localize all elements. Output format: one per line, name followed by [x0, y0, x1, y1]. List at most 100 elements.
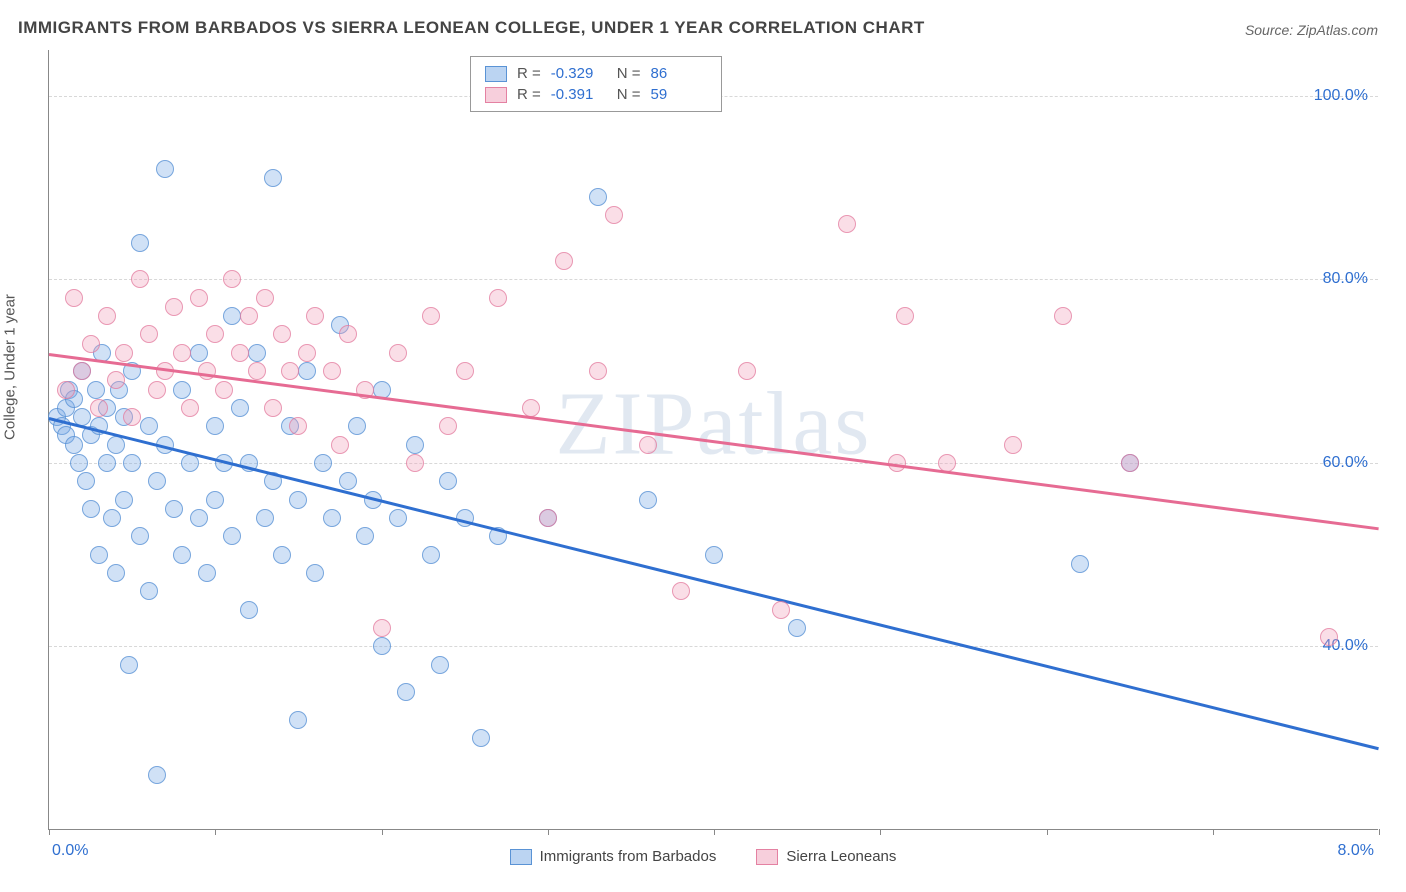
data-point — [90, 399, 108, 417]
data-point — [231, 399, 249, 417]
data-point — [389, 509, 407, 527]
data-point — [406, 454, 424, 472]
watermark: ZIPatlas — [556, 372, 872, 475]
x-tick — [548, 829, 549, 835]
data-point — [281, 362, 299, 380]
x-tick — [1379, 829, 1380, 835]
data-point — [240, 307, 258, 325]
data-point — [98, 307, 116, 325]
data-point — [639, 491, 657, 509]
data-point — [82, 335, 100, 353]
gridline — [49, 646, 1378, 647]
data-point — [788, 619, 806, 637]
data-point — [289, 417, 307, 435]
data-point — [73, 362, 91, 380]
data-point — [123, 408, 141, 426]
data-point — [190, 289, 208, 307]
data-point — [256, 289, 274, 307]
data-point — [273, 325, 291, 343]
data-point — [397, 683, 415, 701]
data-point — [289, 491, 307, 509]
data-point — [298, 344, 316, 362]
x-tick — [1213, 829, 1214, 835]
data-point — [223, 527, 241, 545]
data-point — [273, 546, 291, 564]
data-point — [120, 656, 138, 674]
data-point — [107, 436, 125, 454]
data-point — [115, 344, 133, 362]
legend-row: R =-0.391N =59 — [485, 84, 707, 105]
data-point — [406, 436, 424, 454]
data-point — [190, 509, 208, 527]
data-point — [472, 729, 490, 747]
data-point — [148, 381, 166, 399]
data-point — [190, 344, 208, 362]
x-tick — [382, 829, 383, 835]
data-point — [107, 371, 125, 389]
n-value: 59 — [651, 86, 707, 103]
data-point — [605, 206, 623, 224]
data-point — [1121, 454, 1139, 472]
data-point — [248, 344, 266, 362]
data-point — [206, 325, 224, 343]
data-point — [215, 381, 233, 399]
data-point — [323, 362, 341, 380]
data-point — [422, 546, 440, 564]
data-point — [98, 454, 116, 472]
data-point — [181, 454, 199, 472]
x-max-label: 8.0% — [1338, 842, 1374, 860]
plot-area: ZIPatlas 40.0%60.0%80.0%100.0% — [48, 50, 1378, 830]
data-point — [57, 381, 75, 399]
data-point — [314, 454, 332, 472]
data-point — [1004, 436, 1022, 454]
data-point — [77, 472, 95, 490]
data-point — [439, 472, 457, 490]
y-tick-label: 60.0% — [1323, 454, 1368, 472]
x-tick — [714, 829, 715, 835]
n-label: N = — [617, 86, 641, 103]
data-point — [107, 564, 125, 582]
data-point — [1320, 628, 1338, 646]
data-point — [431, 656, 449, 674]
trend-line — [49, 417, 1380, 750]
data-point — [639, 436, 657, 454]
data-point — [306, 307, 324, 325]
data-point — [173, 381, 191, 399]
data-point — [1054, 307, 1072, 325]
data-point — [298, 362, 316, 380]
data-point — [389, 344, 407, 362]
data-point — [140, 325, 158, 343]
data-point — [422, 307, 440, 325]
data-point — [264, 399, 282, 417]
data-point — [131, 270, 149, 288]
data-point — [439, 417, 457, 435]
x-tick — [1047, 829, 1048, 835]
x-axis-labels: 0.0% 8.0% — [48, 842, 1378, 872]
r-value: -0.391 — [551, 86, 607, 103]
chart-title: IMMIGRANTS FROM BARBADOS VS SIERRA LEONE… — [18, 18, 925, 38]
data-point — [373, 637, 391, 655]
data-point — [705, 546, 723, 564]
data-point — [181, 399, 199, 417]
y-axis-title: College, Under 1 year — [2, 294, 19, 440]
data-point — [131, 527, 149, 545]
data-point — [223, 270, 241, 288]
data-point — [339, 472, 357, 490]
data-point — [522, 399, 540, 417]
data-point — [90, 546, 108, 564]
data-point — [772, 601, 790, 619]
legend-swatch-icon — [485, 87, 507, 103]
data-point — [140, 582, 158, 600]
data-point — [240, 601, 258, 619]
data-point — [589, 362, 607, 380]
data-point — [289, 711, 307, 729]
data-point — [123, 454, 141, 472]
data-point — [82, 500, 100, 518]
data-point — [738, 362, 756, 380]
gridline — [49, 279, 1378, 280]
data-point — [198, 362, 216, 380]
data-point — [206, 491, 224, 509]
data-point — [198, 564, 216, 582]
r-value: -0.329 — [551, 65, 607, 82]
data-point — [264, 169, 282, 187]
